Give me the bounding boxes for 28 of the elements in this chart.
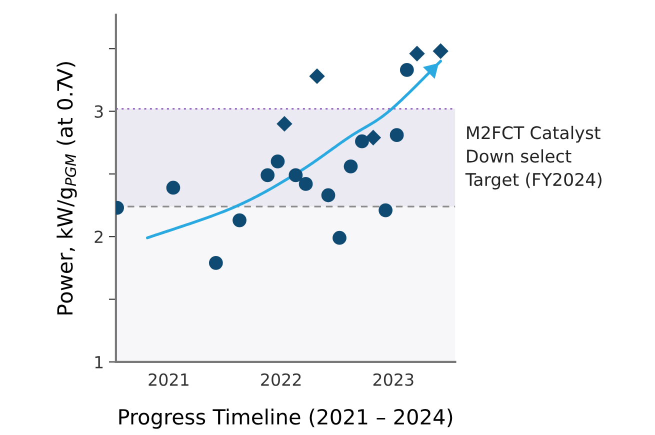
- point: [260, 168, 275, 182]
- point: [288, 168, 303, 182]
- x-axis-title: Progress Timeline (2021 – 2024): [119, 408, 452, 429]
- point: [321, 188, 336, 202]
- y-axis-title: Power, kW/g$_{PGM}$ (at 0.7V): [56, 62, 77, 314]
- point: [378, 203, 393, 218]
- point: [232, 213, 246, 228]
- point: [400, 62, 414, 77]
- point: [166, 180, 180, 195]
- y-tick-label: 3: [94, 105, 103, 118]
- point: [409, 46, 425, 62]
- point: [355, 134, 369, 148]
- y-tick-label: 1: [95, 356, 103, 368]
- x-tick-label: 2023: [373, 373, 414, 386]
- point: [433, 44, 448, 59]
- point: [208, 256, 223, 270]
- point: [270, 154, 285, 168]
- point: [309, 68, 325, 84]
- point: [366, 130, 381, 146]
- point: [298, 177, 313, 191]
- point: [390, 128, 404, 142]
- point: [344, 159, 358, 174]
- point: [276, 116, 292, 132]
- band-label: M2FCT Catalyst Down select Target (FY2024): [465, 126, 602, 190]
- y-tick-label: 2: [94, 230, 102, 243]
- x-tick-label: 2022: [261, 373, 301, 386]
- point: [332, 230, 346, 245]
- x-tick-label: 2021: [148, 373, 188, 386]
